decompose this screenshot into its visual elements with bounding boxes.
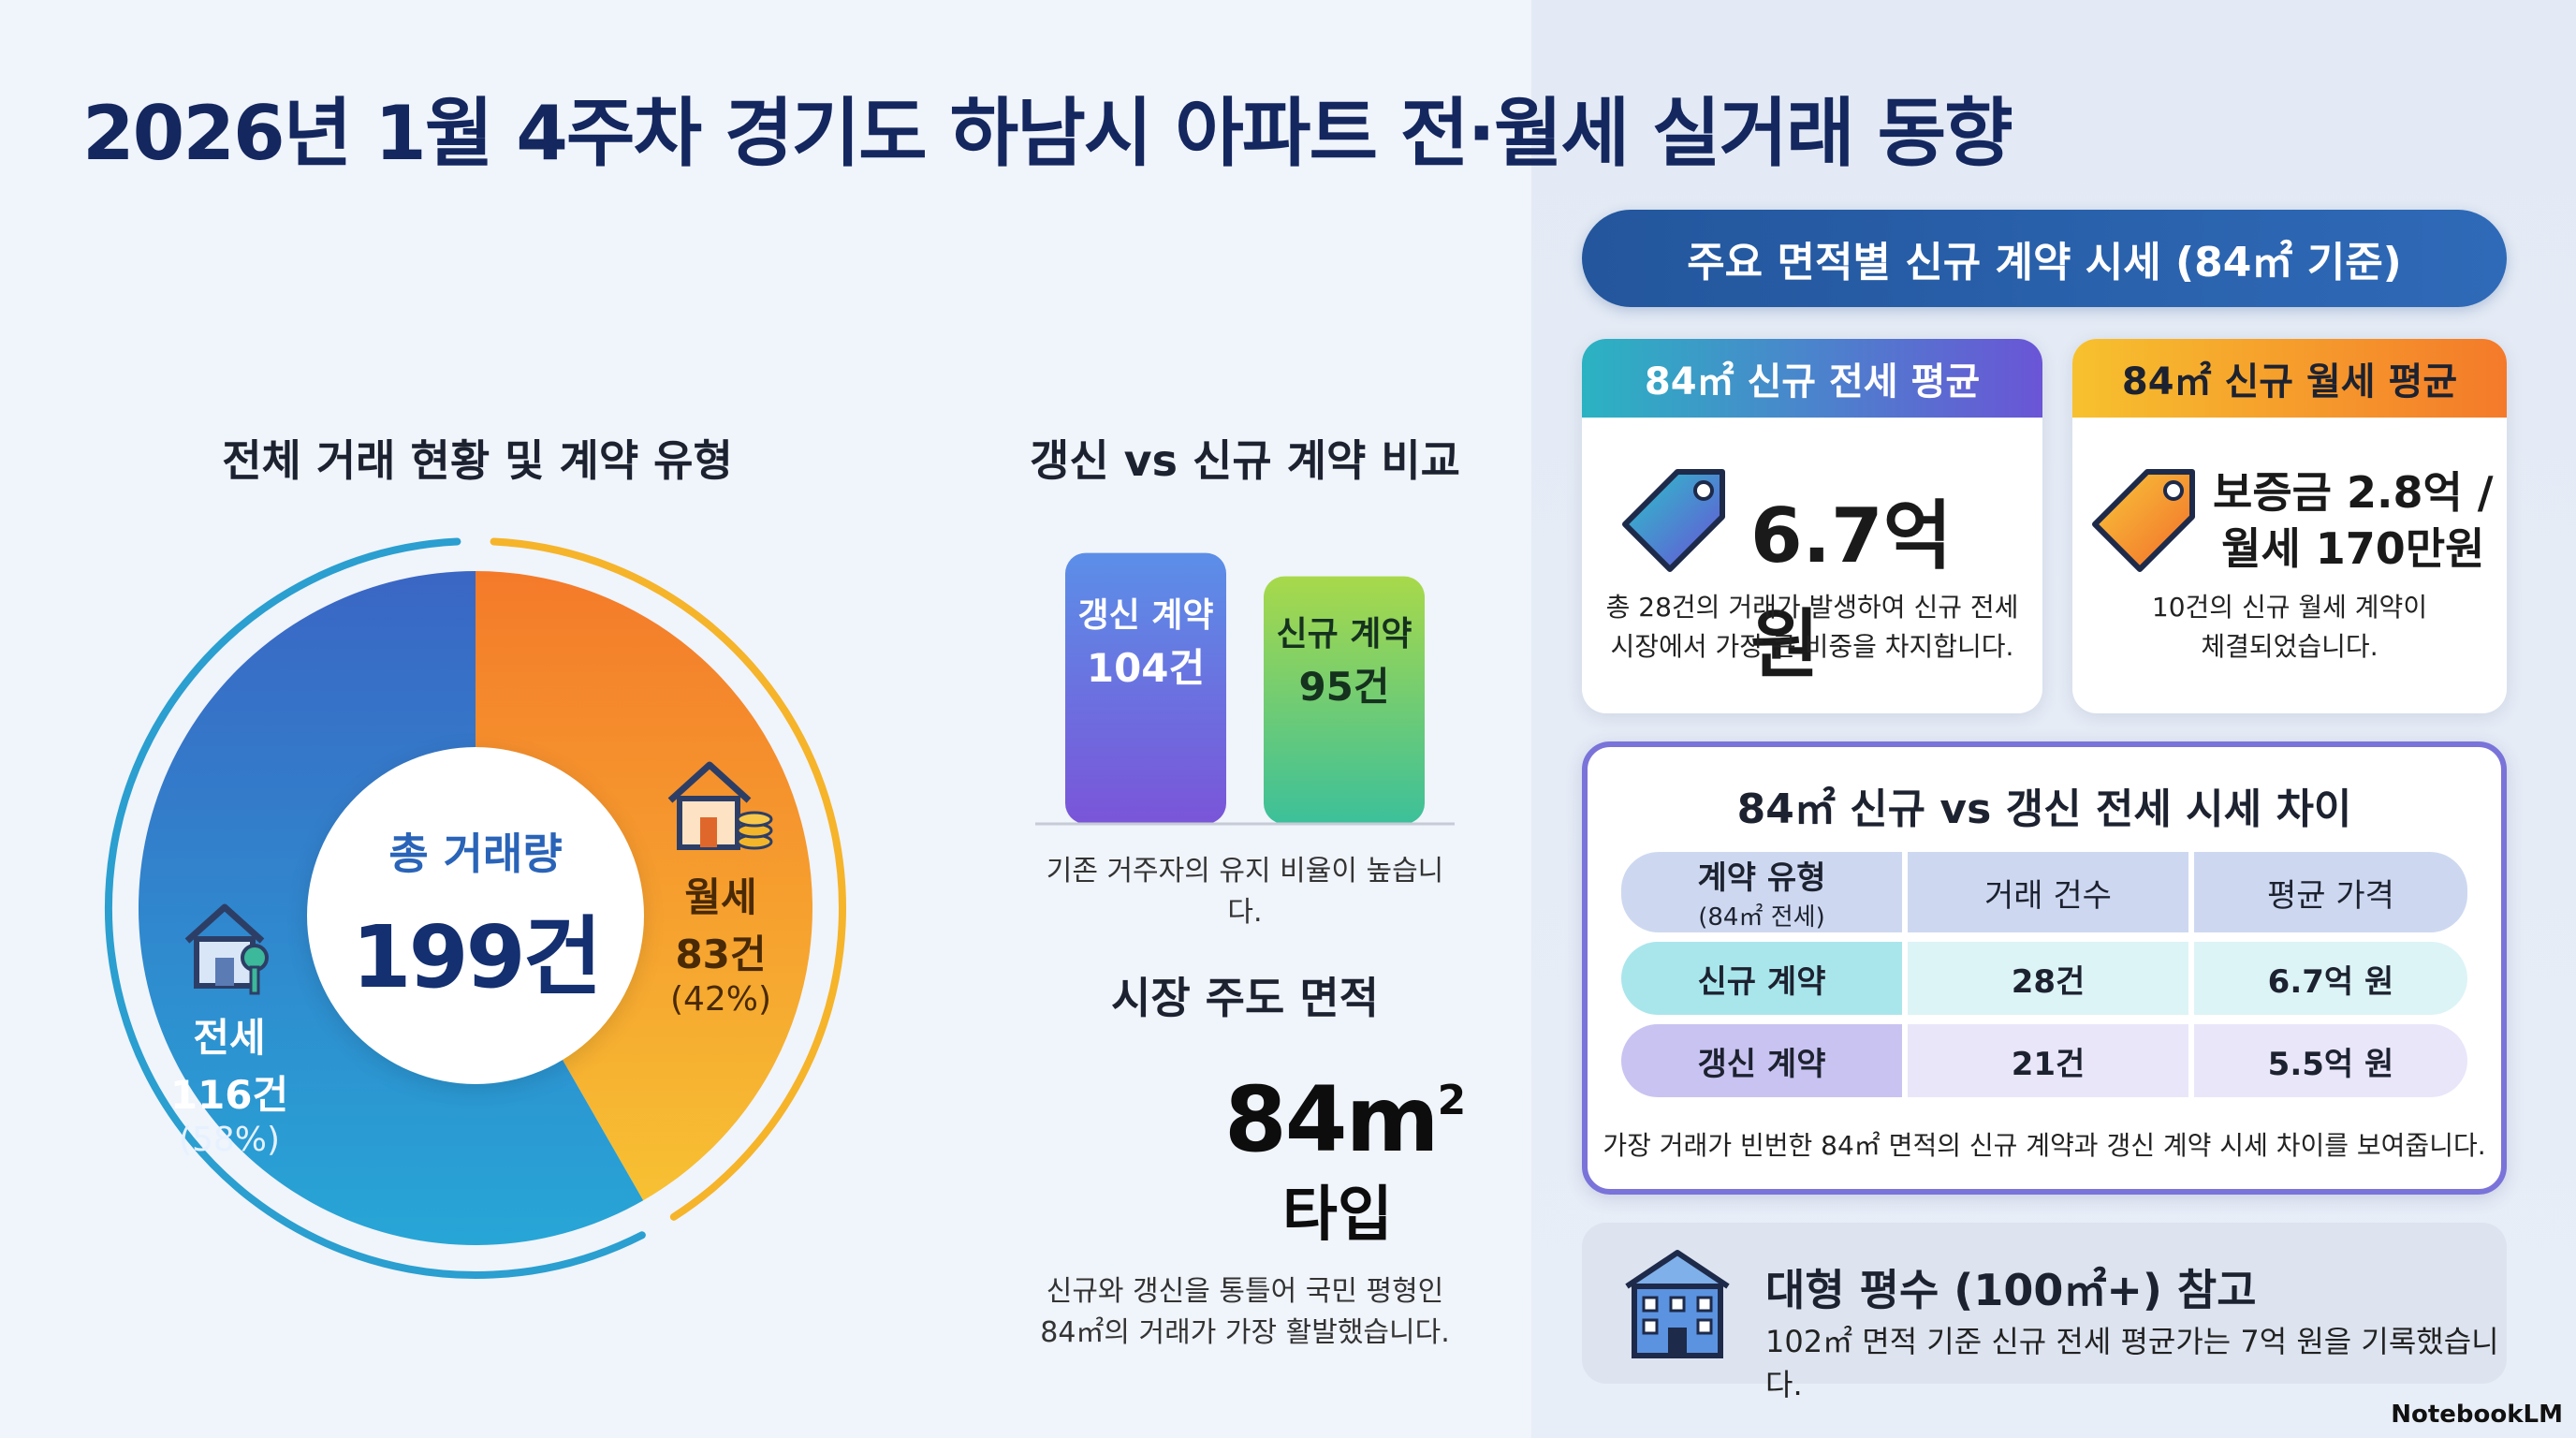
page-title: 2026년 1월 4주차 경기도 하남시 아파트 전·월세 실거래 동향 (82, 90, 2013, 177)
donut-ring-wolse (490, 537, 846, 1221)
table-row-renewal-price: 5.5억 원 (2194, 1024, 2467, 1097)
wolse-card-desc: 10건의 신규 월세 계약이 체결되었습니다. (2091, 588, 2488, 667)
area-type: 타입 (1282, 1181, 1393, 1250)
table-header-type: 계약 유형 (84㎡ 전세) (1621, 852, 1902, 932)
total-value: 199건 (351, 906, 603, 1007)
jeonse-card-value: 6.7억 원 (1750, 492, 1953, 688)
large-size-reference: 대형 평수 (100㎡+) 참고 102㎡ 면적 기준 신규 전세 평균가는 7… (1582, 1223, 2507, 1402)
bar-label-renewal: 갱신 계약 104건 (1065, 588, 1226, 694)
wolse-count: 83건 (675, 932, 767, 977)
large-size-title: 대형 평수 (100㎡+) 참고 (1765, 1265, 2257, 1315)
price-section-header: 주요 면적별 신규 계약 시세 (84㎡ 기준) (1582, 210, 2507, 307)
jeonse-desc-line2: 시장에서 가장 큰 비중을 차지합니다. (1610, 631, 2014, 662)
renewal-count: 104건 (1086, 645, 1206, 691)
large-size-desc: 102㎡ 면적 기준 신규 전세 평균가는 7억 원을 기록했습니다. (1765, 1324, 2499, 1402)
jeonse-card-head: 84㎡ 신규 전세 평균 (1582, 339, 2042, 418)
comparison-title: 84㎡ 신규 vs 갱신 전세 시세 차이 (1736, 785, 2352, 833)
jeonse-name: 전세 (193, 1015, 266, 1061)
wolse-value-line2: 월세 170만원 (2221, 523, 2485, 574)
price-tag-icon (2091, 464, 2203, 580)
wolse-card-body: 보증금 2.8억 / 월세 170만원 10건의 신규 월세 계약이 체결되었습… (2072, 418, 2507, 698)
bar-caption: 기존 거주자의 유지 비율이 높습니다. (1046, 855, 1444, 929)
table-header-count: 거래 건수 (1908, 852, 2188, 932)
area-value-sup: 2 (1437, 1077, 1467, 1124)
jeonse-price-card: 84㎡ 신규 전세 평균 6.7억 원 총 28건의 거래가 발생하여 신규 전… (1582, 339, 2042, 713)
donut-ring-jeonse (105, 537, 646, 1279)
bar-label-new: 신규 계약 95건 (1264, 607, 1425, 712)
jeonse-count: 116건 (169, 1072, 289, 1118)
new-name: 신규 계약 (1276, 615, 1412, 653)
wolse-value-line1: 보증금 2.8억 / (2213, 467, 2494, 518)
table-row-new-type: 신규 계약 (1621, 942, 1902, 1015)
house-coins-icon (665, 754, 777, 857)
wolse-slice-label: 월세 83건 (42%) (655, 761, 786, 1019)
price-tag-icon (1621, 464, 1734, 580)
bar-chart (1035, 552, 1455, 826)
jeonse-card-body: 6.7억 원 총 28건의 거래가 발생하여 신규 전세 시장에서 가장 큰 비… (1582, 418, 2042, 698)
area-value: 84m2 (1224, 1067, 1467, 1172)
table-header-price: 평균 가격 (2194, 852, 2467, 932)
area-caption-line1: 신규와 갱신을 통틀어 국민 평형인 (1046, 1275, 1444, 1308)
table-row-new-price: 6.7억 원 (2194, 942, 2467, 1015)
area-section-title: 시장 주도 면적 (1111, 973, 1379, 1023)
header-type-label: 계약 유형 (1697, 859, 1826, 897)
jeonse-desc-line1: 총 28건의 거래가 발생하여 신규 전세 (1605, 592, 2019, 623)
donut-section-title: 전체 거래 현황 및 계약 유형 (222, 435, 733, 486)
table-row-renewal-type: 갱신 계약 (1621, 1024, 1902, 1097)
comparison-table-box: 84㎡ 신규 vs 갱신 전세 시세 차이 계약 유형 (84㎡ 전세) 거래 … (1582, 741, 2507, 1195)
house-key-icon (178, 894, 281, 997)
wolse-desc-line1: 10건의 신규 월세 계약이 (2151, 592, 2428, 623)
wolse-name: 월세 (684, 874, 757, 920)
jeonse-percent: (58%) (178, 1121, 281, 1159)
jeonse-slice-label: 전세 116건 (58%) (164, 894, 295, 1159)
bar-section-title: 갱신 vs 신규 계약 비교 (1030, 435, 1460, 486)
bar-renewal (1065, 552, 1226, 824)
donut-center: 총 거래량 199건 (307, 747, 644, 1084)
wolse-card-head: 84㎡ 신규 월세 평균 (2072, 339, 2507, 418)
area-value-text: 84m (1224, 1067, 1440, 1172)
brand-logo: NotebookLM (2391, 1401, 2563, 1429)
header-type-sub: (84㎡ 전세) (1698, 903, 1825, 932)
wolse-desc-line2: 체결되었습니다. (2201, 631, 2378, 662)
wolse-card-value: 보증금 2.8억 / 월세 170만원 (2213, 464, 2494, 577)
wolse-price-card: 84㎡ 신규 월세 평균 보증금 2.8억 / 월세 170만원 10건의 신규… (2072, 339, 2507, 713)
comparison-caption: 가장 거래가 빈번한 84㎡ 면적의 신규 계약과 갱신 계약 시세 차이를 보… (1603, 1130, 2486, 1161)
wolse-percent: (42%) (669, 980, 772, 1019)
new-count: 95건 (1298, 664, 1390, 710)
renewal-name: 갱신 계약 (1077, 596, 1214, 635)
jeonse-card-desc: 총 28건의 거래가 발생하여 신규 전세 시장에서 가장 큰 비중을 차지합니… (1601, 588, 2024, 667)
area-caption-line2: 84㎡의 거래가 가장 활발했습니다. (1040, 1316, 1450, 1349)
table-row-renewal-count: 21건 (1908, 1024, 2188, 1097)
area-caption: 신규와 갱신을 통틀어 국민 평형인 84㎡의 거래가 가장 활발했습니다. (1030, 1271, 1460, 1354)
total-label: 총 거래량 (388, 828, 563, 879)
building-icon (1619, 1245, 1735, 1365)
bar-new (1264, 576, 1425, 824)
table-row-new-count: 28건 (1908, 942, 2188, 1015)
